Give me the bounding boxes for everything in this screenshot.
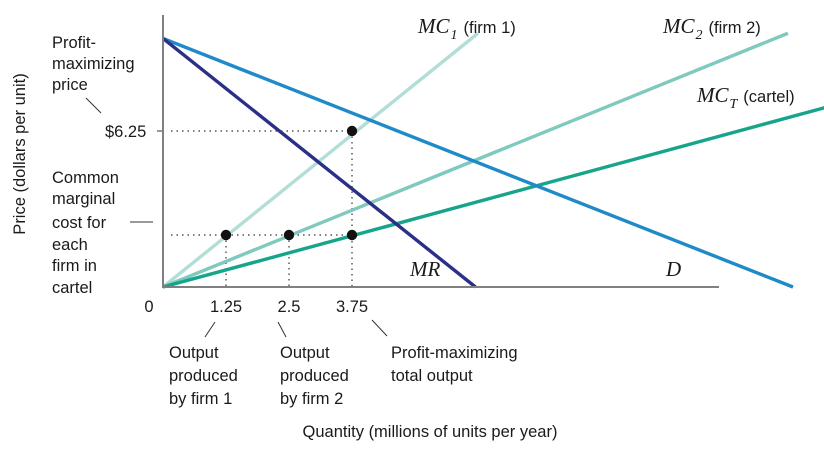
common-mc-line-1: Common: [52, 169, 119, 187]
tick-labels: 0 1.25 2.5 3.75 $6.25: [105, 123, 368, 316]
firm1-output-annotation: Output produced by firm 1: [169, 321, 238, 408]
mct-label-main: MC: [696, 83, 729, 107]
mc2-label-paren: (firm 2): [709, 19, 761, 37]
mc1-label-paren: (firm 1): [464, 19, 516, 37]
firm1-line-1: Output: [169, 344, 219, 362]
firm2-line-3: by firm 2: [280, 390, 343, 408]
total-line-1: Profit-maximizing: [391, 344, 518, 362]
equilibrium-price-point: [346, 125, 358, 137]
firm1-line-2: produced: [169, 367, 238, 385]
profit-price-annotation: Profit- maximizing price: [52, 34, 135, 114]
total-line-2: total output: [391, 367, 473, 385]
common-mc-line-2: marginal: [52, 190, 115, 208]
firm2-line-2: produced: [280, 367, 349, 385]
firm1-output-point: [220, 229, 232, 241]
d-curve: [162, 36, 794, 289]
x-tick-label: 2.5: [278, 298, 301, 316]
mc2-label-sub: 2: [696, 28, 703, 43]
common-mc-line-5: firm in: [52, 257, 97, 275]
mc1-label-main: MC: [417, 14, 450, 38]
firm1-line-3: by firm 1: [169, 390, 232, 408]
firm2-line-1: Output: [280, 344, 330, 362]
common-mc-annotation: Common marginal cost for each firm in ca…: [52, 169, 153, 297]
firm2-output-annotation: Output produced by firm 2: [277, 321, 349, 408]
firm2-leader: [277, 321, 287, 338]
curves: [161, 31, 824, 289]
mc1-label-sub: 1: [451, 28, 458, 43]
mct-label-sub: T: [730, 97, 739, 112]
total-output-point: [346, 229, 358, 241]
y-tick-label: $6.25: [105, 123, 146, 141]
axes: [162, 15, 719, 288]
mr-label-main: MR: [409, 257, 440, 281]
firm1-leader: [204, 321, 216, 338]
firm2-output-point: [283, 229, 295, 241]
y-axis-label: Price (dollars per unit): [11, 73, 29, 234]
mr-label: MR: [409, 257, 440, 281]
x-tick-label: 3.75: [336, 298, 368, 316]
mc2-label-main: MC: [662, 14, 695, 38]
common-mc-line-6: cartel: [52, 279, 92, 297]
x-tick-label: 1.25: [210, 298, 242, 316]
curve-labels: MC 1 (firm 1) MC 2 (firm 2)MC T (cartel)DMR: [409, 14, 795, 281]
mc2-label: MC 2 (firm 2): [662, 14, 761, 43]
profit-price-leader: [85, 97, 102, 114]
profit-price-line-2: maximizing: [52, 55, 135, 73]
mc1-curve: [161, 31, 480, 289]
profit-price-line-3: price: [52, 76, 88, 94]
common-mc-line-4: each: [52, 236, 88, 254]
mc1-label: MC 1 (firm 1): [417, 14, 516, 43]
mct-label: MC T (cartel): [696, 83, 795, 112]
profit-price-line-1: Profit-: [52, 34, 96, 52]
points: [220, 125, 358, 241]
total-output-annotation: Profit-maximizing total output: [371, 319, 518, 385]
d-label-main: D: [665, 257, 681, 281]
x-axis-label: Quantity (millions of units per year): [303, 423, 558, 441]
mr-curve: [161, 37, 477, 289]
mct-label-paren: (cartel): [743, 88, 794, 106]
d-label: D: [665, 257, 681, 281]
total-leader: [371, 319, 388, 337]
mct-curve: [162, 106, 824, 289]
common-mc-line-3: cost for: [52, 214, 107, 232]
x-tick-label: 0: [144, 298, 153, 316]
